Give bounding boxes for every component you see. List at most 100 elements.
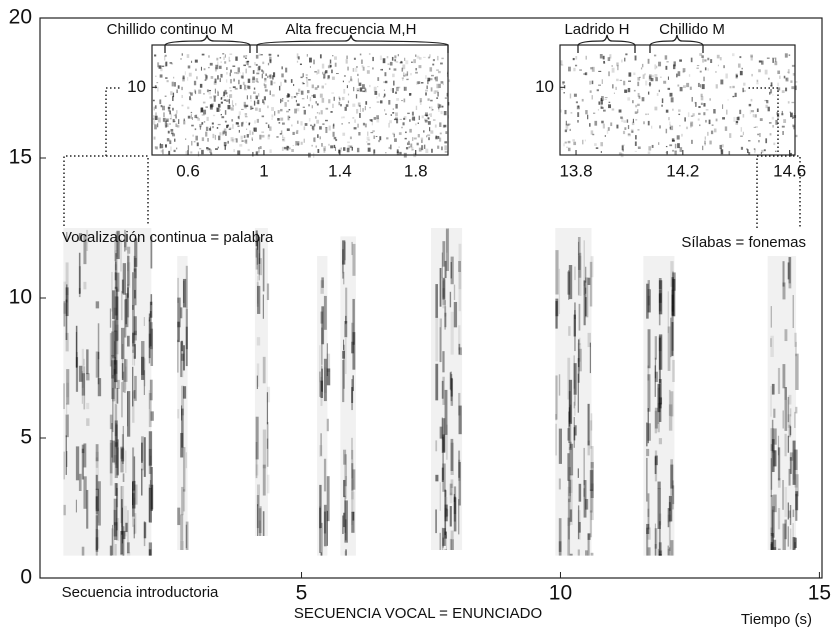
texture	[458, 260, 461, 272]
texture	[442, 463, 446, 492]
texture	[353, 57, 356, 60]
texture	[787, 69, 790, 74]
texture	[794, 81, 798, 83]
texture	[133, 524, 135, 539]
texture	[430, 106, 433, 111]
texture	[132, 304, 135, 347]
inset-background	[560, 45, 795, 155]
texture	[647, 58, 650, 64]
texture	[637, 109, 639, 113]
texture	[405, 60, 409, 65]
texture	[205, 106, 208, 108]
texture	[86, 489, 89, 529]
texture	[577, 358, 580, 383]
texture	[303, 126, 306, 131]
texture	[354, 119, 356, 123]
bracket	[256, 34, 449, 53]
texture	[344, 454, 347, 487]
texture	[125, 298, 127, 325]
texture	[365, 101, 368, 105]
texture	[770, 335, 774, 358]
texture	[150, 236, 153, 269]
texture	[181, 340, 184, 352]
texture	[114, 272, 117, 281]
texture	[396, 118, 399, 124]
texture	[406, 78, 409, 81]
texture	[319, 371, 321, 397]
texture	[627, 125, 630, 130]
texture	[608, 71, 610, 77]
texture	[558, 478, 561, 490]
texture	[438, 83, 441, 88]
texture	[431, 148, 433, 153]
texture	[591, 66, 595, 72]
texture	[416, 142, 419, 146]
texture	[442, 537, 444, 548]
texture	[398, 132, 402, 135]
texture	[665, 151, 668, 154]
texture	[435, 135, 438, 140]
texture	[321, 277, 324, 288]
texture	[260, 54, 263, 56]
texture	[450, 262, 452, 279]
texture	[199, 147, 202, 150]
texture	[654, 456, 657, 475]
texture	[257, 484, 260, 507]
texture	[338, 149, 341, 154]
texture	[213, 81, 217, 85]
texture	[249, 130, 252, 136]
texture	[133, 316, 137, 336]
texture	[112, 290, 115, 320]
texture	[205, 131, 208, 137]
texture	[674, 149, 677, 153]
texture	[651, 144, 654, 148]
texture	[382, 58, 386, 64]
texture	[341, 96, 345, 101]
texture	[685, 126, 689, 130]
texture	[417, 122, 420, 124]
texture	[698, 106, 701, 108]
texture	[437, 70, 441, 74]
texture	[687, 112, 690, 117]
texture	[394, 138, 397, 142]
texture	[670, 459, 674, 496]
texture	[247, 85, 251, 90]
texture	[148, 393, 152, 428]
texture	[143, 437, 146, 477]
texture	[589, 489, 593, 513]
texture	[239, 84, 242, 90]
texture	[378, 93, 380, 97]
texture	[771, 439, 775, 473]
texture	[458, 461, 461, 506]
texture	[170, 91, 173, 96]
texture	[330, 111, 333, 113]
texture	[453, 301, 458, 328]
texture	[305, 77, 308, 79]
texture	[598, 84, 601, 86]
texture	[206, 116, 209, 121]
texture	[450, 438, 454, 471]
texture	[122, 526, 125, 556]
texture	[95, 451, 99, 489]
texture	[420, 98, 423, 103]
texture	[739, 109, 742, 115]
texture	[162, 149, 164, 155]
texture	[176, 89, 178, 94]
texture	[114, 296, 119, 342]
texture	[788, 54, 791, 57]
texture	[157, 86, 159, 92]
texture	[325, 127, 328, 129]
texture	[646, 457, 648, 502]
texture	[132, 391, 135, 423]
texture	[430, 99, 433, 102]
texture	[788, 257, 792, 289]
texture	[81, 546, 85, 556]
texture	[109, 442, 113, 486]
texture	[438, 104, 440, 109]
texture	[453, 486, 457, 515]
texture	[216, 107, 220, 112]
texture	[380, 100, 383, 104]
texture	[190, 111, 193, 114]
texture	[160, 150, 163, 153]
texture	[256, 72, 260, 75]
